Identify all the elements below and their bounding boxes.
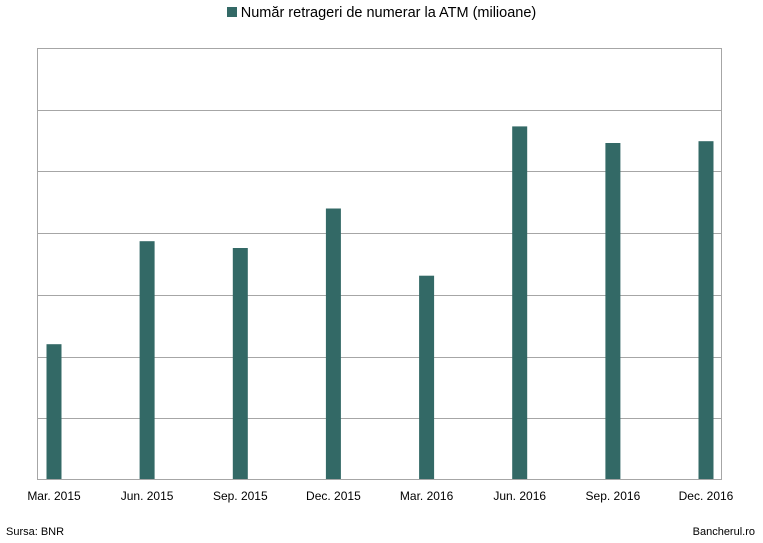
x-tick-label: Mar. 2016	[400, 489, 454, 503]
x-tick-label: Sep. 2016	[586, 489, 641, 503]
x-tick-label: Dec. 2016	[679, 489, 734, 503]
x-tick-label: Jun. 2015	[121, 489, 174, 503]
source-note: Sursa: BNR	[6, 526, 65, 538]
legend-swatch	[226, 7, 237, 17]
credit-watermark: Bancherul.ro	[692, 526, 755, 538]
x-tick-label: Mar. 2015	[27, 489, 81, 503]
bar	[512, 126, 528, 481]
chart-legend: Număr retrageri de numerar la ATM (milio…	[0, 3, 763, 23]
plot-area-frame	[37, 48, 722, 480]
x-tick-label: Jun. 2016	[493, 489, 546, 503]
bar	[325, 208, 341, 480]
bar	[419, 275, 435, 480]
bar	[46, 344, 62, 480]
bar	[139, 241, 155, 480]
x-tick-label: Dec. 2015	[306, 489, 361, 503]
x-tick-labels: Mar. 2015 Jun. 2015 Sep. 2015 Dec. 2015 Mar.…	[27, 489, 733, 503]
bar	[232, 248, 248, 480]
x-tick-label: Sep. 2015	[213, 489, 268, 503]
bar	[698, 141, 714, 480]
bars	[46, 126, 714, 481]
bar	[605, 143, 621, 480]
legend-label: Număr retrageri de numerar la ATM (milio…	[240, 5, 537, 21]
